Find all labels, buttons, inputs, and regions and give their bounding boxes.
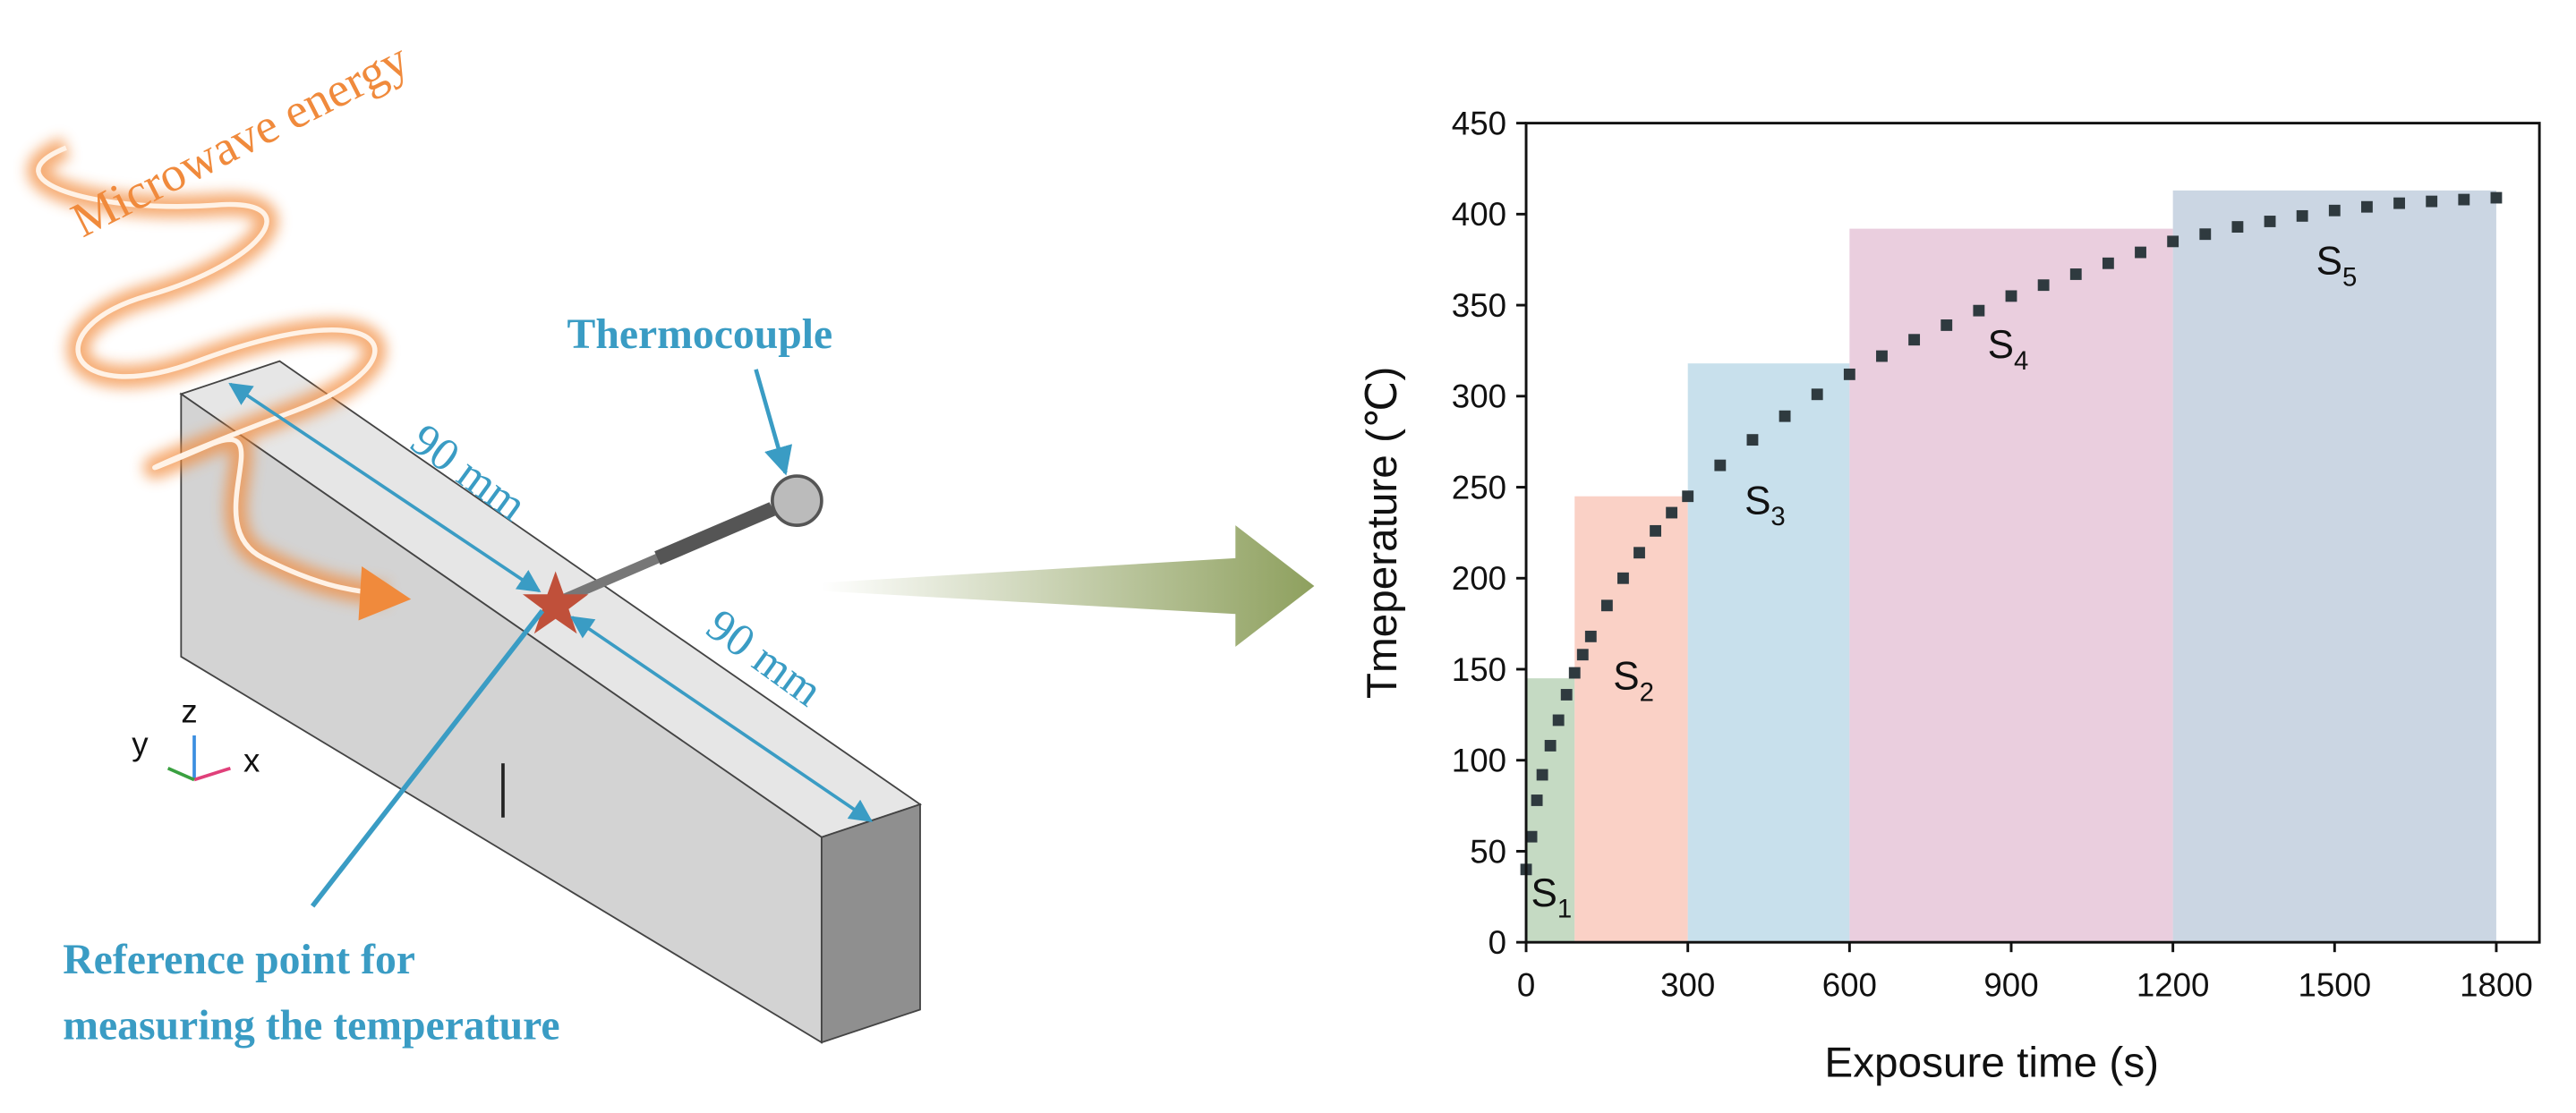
data-point (1908, 334, 1921, 346)
y-tick-label: 300 (1452, 378, 1506, 415)
data-point (2264, 216, 2276, 227)
y-tick-label: 450 (1452, 105, 1506, 141)
data-point (1843, 368, 1855, 380)
y-tick-label: 250 (1452, 469, 1506, 506)
stage-subscript: 5 (2342, 262, 2357, 292)
dimension (228, 382, 542, 593)
x-axis-label: Exposure time (s) (1824, 1040, 2159, 1087)
stage-name: S (1613, 655, 1639, 699)
data-point (2037, 279, 2050, 292)
stage-region (1574, 496, 1688, 943)
data-point (2296, 209, 2308, 222)
y-tick-label: 400 (1452, 196, 1506, 233)
y-tick-label: 150 (1452, 651, 1506, 688)
x-tick-label: 0 (1517, 967, 1535, 1004)
stage-label: S2 (1613, 655, 1654, 708)
data-point (2167, 235, 2179, 248)
y-tick-label: 350 (1452, 287, 1506, 324)
data-point (1531, 794, 1543, 806)
stage-name: S (1988, 323, 2014, 367)
data-point (1600, 599, 1613, 612)
data-point (1682, 490, 1694, 503)
y-tick-label: 50 (1470, 833, 1506, 870)
stage-label: S4 (1988, 323, 2029, 376)
y-tick-label: 100 (1452, 743, 1506, 779)
data-point (2426, 195, 2438, 208)
pointer (754, 369, 793, 476)
stage-label: S3 (1744, 479, 1786, 531)
stage-region (1849, 228, 2173, 943)
data-point (2199, 228, 2212, 241)
data-point (2231, 221, 2244, 234)
axis-icon-label: x (243, 742, 260, 778)
y-tick-label: 200 (1452, 560, 1506, 597)
data-point (1746, 434, 1759, 446)
stage-label: S5 (2316, 239, 2358, 292)
data-point (2005, 290, 2017, 302)
data-point (1568, 667, 1581, 679)
data-point (1973, 304, 1985, 317)
stage-name: S (1744, 479, 1770, 523)
data-point (2328, 204, 2341, 217)
stage-subscript: 3 (1770, 502, 1785, 531)
x-tick-label: 900 (1983, 967, 2038, 1004)
data-point (1778, 410, 1791, 422)
data-point (1876, 350, 1888, 362)
axis-icon-label: z (181, 692, 197, 729)
axis-icon-label: y (132, 726, 149, 762)
data-point (1552, 714, 1565, 726)
reference-line (310, 608, 545, 908)
y-tick-label: 0 (1488, 924, 1506, 961)
x-tick-label: 1200 (2137, 967, 2210, 1004)
data-point (1560, 689, 1573, 701)
flow-arrow (821, 525, 1315, 647)
y-axis-label: Tmeperature (℃) (1359, 367, 1406, 700)
stage-subscript: 2 (1640, 677, 1654, 707)
reference-label: measuring the temperature (63, 1001, 559, 1049)
data-point (1584, 630, 1597, 642)
data-point (2135, 246, 2146, 259)
x-tick-label: 600 (1822, 967, 1877, 1004)
data-point (2458, 193, 2470, 206)
data-point (2069, 268, 2082, 280)
x-tick-label: 1800 (2460, 967, 2533, 1004)
data-point (1633, 547, 1645, 559)
stage-subscript: 1 (1557, 895, 1572, 924)
stage-subscript: 4 (2014, 346, 2028, 376)
thermocouple-label: Thermocouple (567, 310, 833, 358)
x-tick-label: 300 (1660, 967, 1715, 1004)
axis-icon (166, 735, 231, 782)
data-point (2393, 197, 2405, 209)
data-point (2490, 191, 2503, 204)
data-point (1941, 319, 1953, 331)
stage-name: S (2316, 239, 2342, 283)
thermocouple (522, 474, 823, 634)
x-tick-label: 1500 (2298, 967, 2371, 1004)
data-point (1714, 459, 1727, 472)
data-point (1525, 830, 1538, 843)
data-point (1536, 769, 1548, 781)
data-point (1650, 524, 1661, 537)
stage-region (1526, 678, 1575, 943)
data-point (1811, 388, 1823, 401)
stage-region (1687, 363, 1850, 943)
reference-label: Reference point for (63, 936, 415, 983)
data-point (2102, 257, 2114, 269)
data-point (1617, 572, 1629, 584)
stage-name: S (1531, 871, 1557, 915)
data-point (1544, 740, 1557, 752)
dimension (569, 616, 874, 822)
stage-region (2172, 190, 2496, 943)
data-point (1576, 649, 1589, 661)
data-point (1666, 506, 1678, 519)
data-point (2361, 200, 2373, 213)
stage-label: S1 (1531, 871, 1573, 924)
plot-frame (1524, 122, 2541, 944)
